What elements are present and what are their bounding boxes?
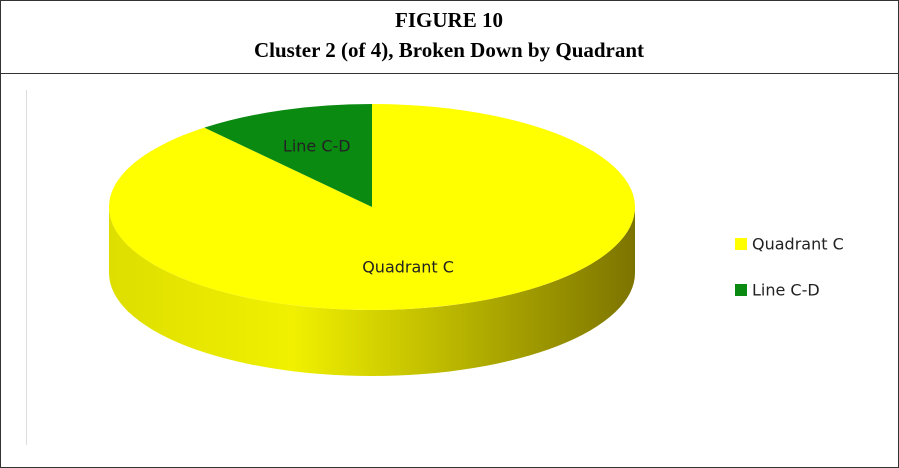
slice-label: Quadrant C [362, 258, 454, 277]
slice-label: Line C-D [283, 136, 351, 155]
legend-label: Line C-D [752, 281, 820, 300]
legend-label: Quadrant C [752, 235, 844, 254]
pie-side [109, 207, 635, 376]
chart-subtitle: Cluster 2 (of 4), Broken Down by Quadran… [254, 38, 644, 62]
pie-slice [109, 104, 636, 310]
pie-slice [204, 104, 372, 207]
legend-swatch [735, 284, 747, 296]
chart-title: FIGURE 10 [395, 8, 503, 32]
legend-swatch [735, 238, 747, 250]
